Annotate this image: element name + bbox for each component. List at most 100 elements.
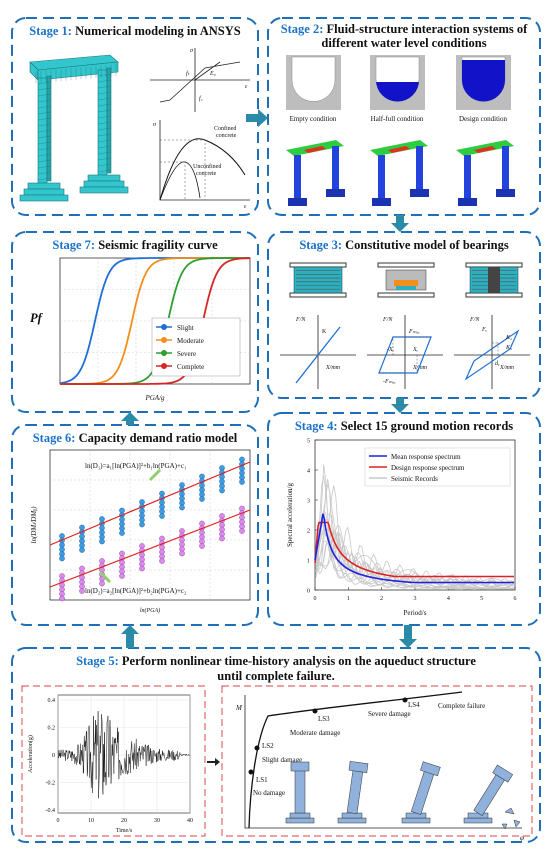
lower-point xyxy=(239,528,245,534)
bearing-plate xyxy=(289,292,347,298)
y-tick-label: -0.2 xyxy=(46,781,56,787)
upper-point xyxy=(79,547,85,553)
mesh-line xyxy=(97,127,112,131)
mesh-line xyxy=(97,133,112,137)
upper-point xyxy=(119,530,125,536)
mesh-line xyxy=(37,129,52,133)
stage-label: Stage 6: xyxy=(33,431,76,445)
limit-point xyxy=(254,745,260,751)
x-tick-label: 0 xyxy=(57,818,60,824)
legend-dot xyxy=(161,350,167,356)
record-curve xyxy=(315,517,514,590)
bearing-core xyxy=(396,286,416,290)
time-history-chart: 0.40.20-0.2-0.40 10 20 30 40 xyxy=(46,694,193,824)
x-tick-label: 1 xyxy=(347,596,350,602)
frame-base xyxy=(410,189,429,197)
y-label: Acceleration(g) xyxy=(27,735,34,773)
state-label: Moderate damage xyxy=(290,729,340,737)
mesh-line xyxy=(97,91,112,95)
upper-point xyxy=(139,521,145,528)
state-label: Severe damage xyxy=(368,710,411,718)
arrow-6-7 xyxy=(121,412,139,425)
callout-arrow xyxy=(98,570,112,584)
lower-point xyxy=(119,573,125,579)
x-label: PGA/g xyxy=(144,394,165,402)
shape xyxy=(83,180,125,188)
mesh-line xyxy=(37,81,52,85)
frame-col xyxy=(502,146,509,191)
mesh-line xyxy=(37,123,52,127)
lower-point xyxy=(199,543,205,549)
lower-point xyxy=(139,565,145,572)
arrow-2-3 xyxy=(391,215,409,232)
y-tick-label: 3 xyxy=(307,499,310,505)
lower-point xyxy=(99,580,105,587)
upper-point xyxy=(239,479,245,485)
history-box xyxy=(21,685,206,837)
pier-cap xyxy=(420,761,441,777)
label: concrete xyxy=(216,133,237,139)
stage2-title-line2: different water level conditions xyxy=(321,36,486,50)
mesh-line xyxy=(37,165,52,169)
frame-base xyxy=(288,198,307,206)
condition-label: Design condition xyxy=(459,115,508,123)
section-channel xyxy=(291,56,336,102)
y-tick-label: -0.4 xyxy=(46,808,56,814)
mesh-line xyxy=(97,79,112,83)
y-tick-label: 4 xyxy=(307,469,310,475)
axis-label: F/N xyxy=(469,317,480,323)
stage7-panel xyxy=(11,231,259,413)
stage-title: Select 15 ground motion records xyxy=(338,419,514,433)
axes xyxy=(244,695,522,829)
fit-line xyxy=(49,461,251,546)
mark-label: K₂ xyxy=(505,335,512,341)
stage7-title: Stage 7: Seismic fragility curve xyxy=(52,238,218,252)
equation: ln(D₁)=a₁[ln(PGA)]²+b₁ln(PGA)+c₁ xyxy=(85,462,186,470)
lower-point xyxy=(179,550,185,557)
stage4-title: Stage 4: Select 15 ground motion records xyxy=(295,419,513,433)
upper-point xyxy=(199,496,205,502)
state-label: Complete failure xyxy=(438,702,485,710)
legend-label: Severe xyxy=(177,350,196,358)
label: fₜ xyxy=(186,70,190,77)
x-tick-label: 0 xyxy=(314,596,317,602)
pier-col xyxy=(294,769,306,814)
design-spectrum xyxy=(314,521,514,578)
pier-base xyxy=(285,817,315,824)
mark-label: dᵧ xyxy=(495,361,500,367)
x-label: ln(PGA) xyxy=(140,607,160,614)
guides xyxy=(160,139,206,200)
arrow-5-6 xyxy=(121,625,139,648)
stage-title: Perform nonlinear time-history analysis … xyxy=(119,654,477,668)
stage6-title: Stage 6: Capacity demand ratio model xyxy=(33,431,238,445)
shape xyxy=(27,182,61,190)
shape xyxy=(19,194,69,202)
stage-title: Constitutive model of bearings xyxy=(342,238,509,252)
shape xyxy=(106,67,112,174)
curve xyxy=(248,691,463,829)
stage-label: Stage 7: xyxy=(52,238,95,252)
stage-label: Stage 2: xyxy=(281,22,324,36)
lower-point xyxy=(159,558,165,564)
pier-col xyxy=(346,769,364,814)
hysteresis xyxy=(464,329,520,381)
x-label: Time/s xyxy=(116,828,133,834)
limit-point xyxy=(402,697,408,703)
axis-label: X/mm xyxy=(325,365,341,371)
y-tick-label: 0.2 xyxy=(48,726,56,732)
upper-point xyxy=(179,504,185,511)
frame-beam-hot xyxy=(304,146,326,153)
mesh-line xyxy=(37,147,52,151)
stage-title: Seismic fragility curve xyxy=(95,238,218,252)
water xyxy=(462,60,505,102)
arrow-3-4 xyxy=(391,398,409,413)
axes xyxy=(280,315,356,389)
stage5-title-line2: until complete failure. xyxy=(217,669,334,683)
mesh-line xyxy=(37,171,52,175)
bearing-core xyxy=(394,280,418,286)
stage6-panel xyxy=(11,424,259,626)
mean-spectrum xyxy=(314,513,514,584)
x-tick-label: 20 xyxy=(121,818,127,824)
legend-label: Mean response spectrum xyxy=(391,453,461,461)
frame-beam-hot xyxy=(388,146,410,153)
